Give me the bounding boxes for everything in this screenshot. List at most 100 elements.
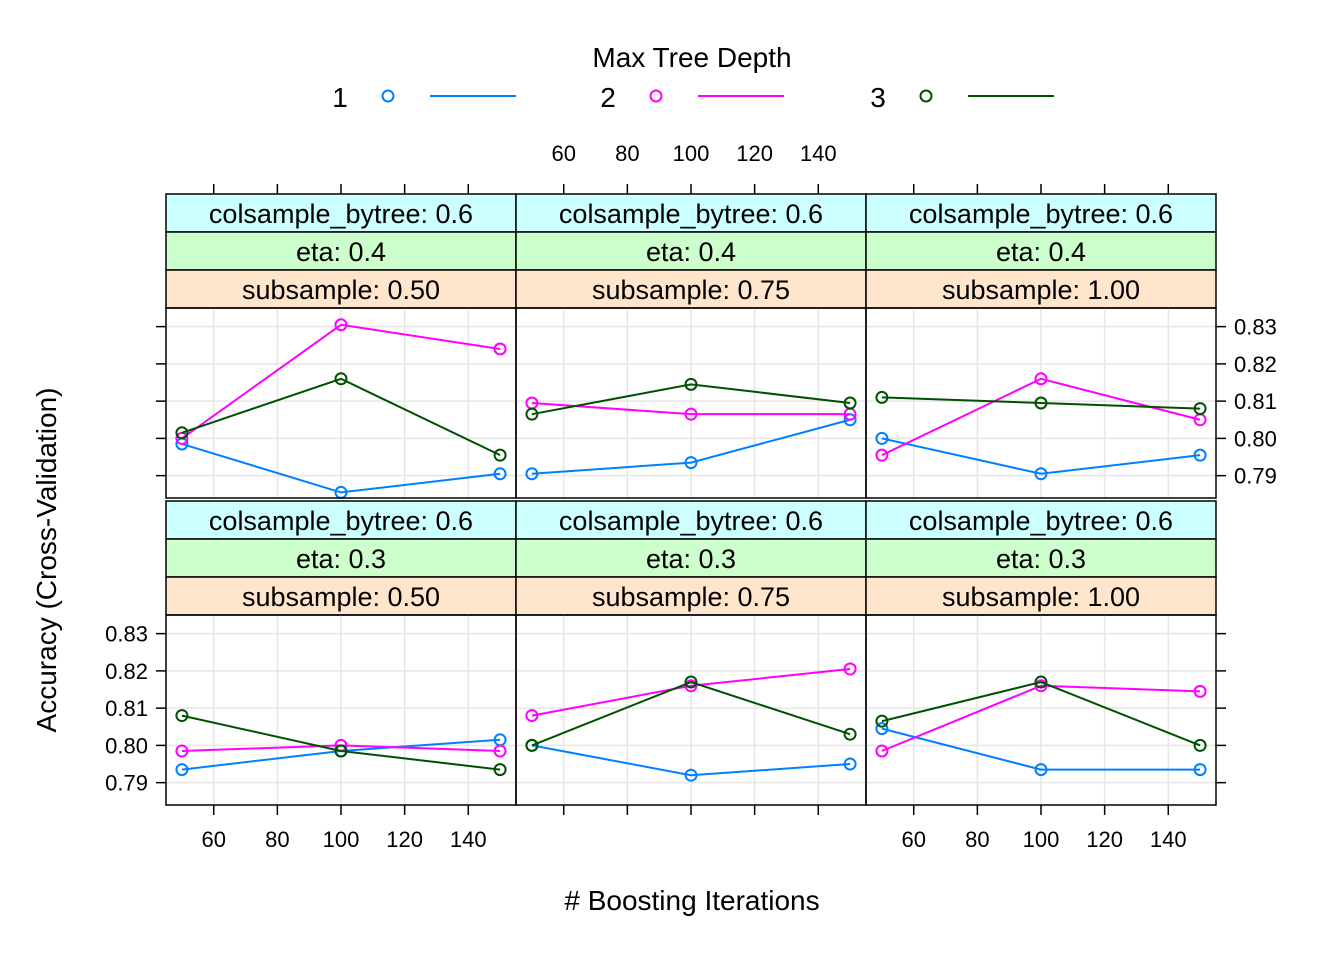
series-line-2 [531, 402, 851, 416]
y-tick-label: 0.79 [105, 771, 148, 796]
series-line-1 [881, 437, 1201, 475]
strip-label: subsample: 1.00 [942, 275, 1140, 305]
strip-2-3 [515, 269, 867, 309]
data-point-1 [525, 467, 539, 481]
strip-label: eta: 0.4 [996, 237, 1086, 267]
legend-entries: 1 2 3 [332, 82, 1054, 113]
data-point-2 [493, 342, 507, 356]
series-line-3 [531, 383, 851, 416]
data-point-1 [1193, 763, 1207, 777]
y-tick-label: 0.83 [1234, 315, 1277, 340]
series-line-1 [531, 744, 851, 777]
data-point-2 [684, 407, 698, 421]
data-point-3 [843, 727, 857, 741]
data-point-1 [875, 431, 889, 445]
data-point-1 [684, 456, 698, 470]
panel-3: colsample_bytree: 0.6 eta: 0.4 subsample: … [865, 193, 1217, 499]
panel-5: colsample_bytree: 0.6 eta: 0.3 subsample: … [515, 500, 867, 806]
y-tick-label: 0.80 [1234, 426, 1277, 451]
series-line-2 [881, 684, 1201, 752]
strip-label: colsample_bytree: 0.6 [209, 199, 473, 229]
data-point-2 [1193, 684, 1207, 698]
x-tick-label: 60 [551, 141, 575, 166]
strip-3-2 [865, 231, 1217, 271]
data-point-1 [684, 768, 698, 782]
data-point-3 [1193, 738, 1207, 752]
series-line-3 [531, 680, 851, 747]
data-point-3 [875, 390, 889, 404]
series-line-3 [181, 714, 501, 771]
strip-label: colsample_bytree: 0.6 [559, 506, 823, 536]
strip-label: subsample: 1.00 [942, 582, 1140, 612]
data-point-3 [684, 377, 698, 391]
data-point-3 [175, 709, 189, 723]
x-tick-label: 100 [673, 141, 710, 166]
x-tick-label: 60 [901, 827, 925, 852]
data-point-3 [875, 714, 889, 728]
strip-5-3 [515, 576, 867, 616]
data-point-2 [1034, 679, 1048, 693]
x-tick-label: 140 [1150, 827, 1187, 852]
series-line-1 [881, 727, 1201, 771]
y-tick-label: 0.82 [1234, 352, 1277, 377]
strip-label: colsample_bytree: 0.6 [909, 506, 1173, 536]
panel-grid-lines [866, 615, 1216, 805]
panel-grid: colsample_bytree: 0.6 eta: 0.4 subsample: … [165, 193, 1217, 806]
x-axis-title: # Boosting Iterations [564, 885, 819, 916]
data-point-1 [175, 763, 189, 777]
x-tick-label: 60 [201, 827, 225, 852]
strip-label: subsample: 0.50 [242, 275, 440, 305]
data-point-3 [525, 407, 539, 421]
data-point-1 [1034, 763, 1048, 777]
data-point-3 [493, 763, 507, 777]
panel-grid-lines [516, 308, 866, 498]
panel-border [865, 307, 1217, 499]
series-line-3 [181, 377, 501, 457]
legend-marker-2 [649, 89, 663, 103]
data-point-1 [843, 757, 857, 771]
data-point-3 [334, 744, 348, 758]
strip-4-2 [165, 538, 517, 578]
x-tick-label: 100 [1023, 827, 1060, 852]
strip-label: eta: 0.3 [996, 544, 1086, 574]
strip-6-1 [865, 500, 1217, 540]
data-point-3 [1193, 402, 1207, 416]
legend: Max Tree Depth 1 2 3 [332, 42, 1054, 113]
panel-grid-lines [866, 308, 1216, 498]
panel-2: colsample_bytree: 0.6 eta: 0.4 subsample: … [515, 193, 867, 499]
data-point-1 [875, 722, 889, 736]
strip-label: colsample_bytree: 0.6 [559, 199, 823, 229]
y-tick-label: 0.83 [105, 622, 148, 647]
strip-1-2 [165, 231, 517, 271]
y-tick-label: 0.81 [105, 696, 148, 721]
strip-label: colsample_bytree: 0.6 [909, 199, 1173, 229]
strip-1-1 [165, 193, 517, 233]
y-tick-label: 0.80 [105, 733, 148, 758]
strip-5-2 [515, 538, 867, 578]
strip-6-2 [865, 538, 1217, 578]
data-point-3 [525, 738, 539, 752]
panel-grid-lines [166, 308, 516, 498]
legend-label-3: 3 [870, 82, 886, 113]
series-line-1 [181, 443, 501, 494]
panel-grid-lines [166, 615, 516, 805]
panel-6: colsample_bytree: 0.6 eta: 0.3 subsample: … [865, 500, 1217, 806]
strip-label: eta: 0.4 [646, 237, 736, 267]
x-tick-label: 140 [450, 827, 487, 852]
series-line-2 [181, 323, 501, 440]
series-line-1 [531, 418, 851, 475]
panel-4: colsample_bytree: 0.6 eta: 0.3 subsample: … [165, 500, 517, 806]
y-tick-label: 0.81 [1234, 389, 1277, 414]
data-point-2 [175, 431, 189, 445]
strip-2-2 [515, 231, 867, 271]
x-tick-label: 80 [615, 141, 639, 166]
axes: 60 80 100 120 140 60 80 100 120 140 60 80 100 120 140 0… [105, 141, 1277, 852]
data-point-2 [493, 744, 507, 758]
x-tick-label: 80 [965, 827, 989, 852]
data-point-3 [1034, 675, 1048, 689]
strip-label: subsample: 0.75 [592, 582, 790, 612]
series-line-3 [881, 681, 1201, 747]
strip-label: eta: 0.3 [646, 544, 736, 574]
data-point-3 [175, 426, 189, 440]
